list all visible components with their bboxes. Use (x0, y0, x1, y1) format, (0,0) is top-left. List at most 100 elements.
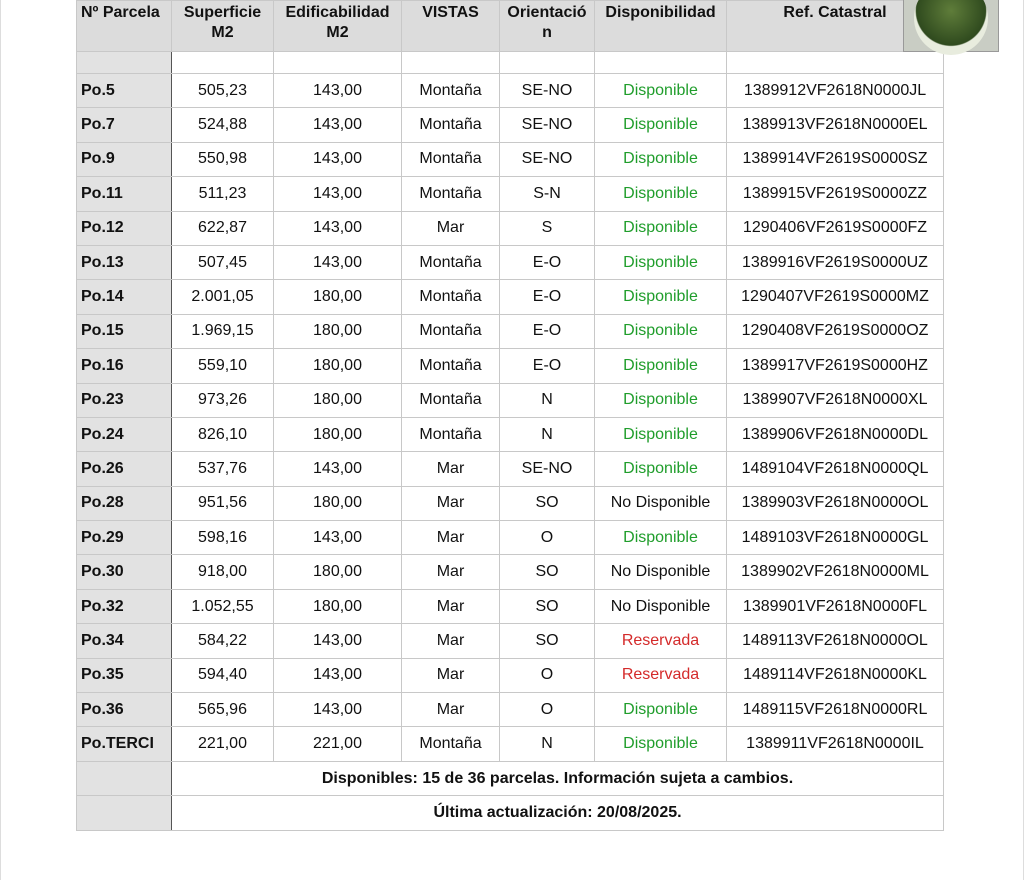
header-row: Nº Parcela Superficie M2 Edificabilidad M2… (76, 0, 944, 52)
parcel-row: Po.29 598,16 143,00 Mar O Disponible 1489103VF… (76, 520, 944, 556)
cell: Po.34 (76, 623, 172, 659)
cell: Montaña (401, 176, 500, 212)
cell: 537,76 (171, 451, 274, 487)
parcel-row: Po.28 951,56 180,00 Mar SO No Disponible 13899… (76, 485, 944, 522)
cell: 2.001,05 (171, 279, 274, 315)
status-cell: Disponible (594, 176, 727, 212)
cell: 1389903VF2618N0000OL (726, 485, 944, 522)
cell: Montaña (401, 244, 500, 281)
parcel-row: Po.13 507,45 143,00 Montaña E-O Disponible 138… (76, 244, 944, 281)
parcel-row: Po.26 537,76 143,00 Mar SE-NO Disponible 14891… (76, 451, 944, 487)
empty-cell (499, 51, 595, 74)
cell: 565,96 (171, 692, 274, 728)
status-cell: Disponible (594, 382, 727, 418)
cell: 951,56 (171, 485, 274, 522)
cell: 622,87 (171, 210, 274, 246)
cell: 180,00 (273, 485, 402, 522)
cell: Mar (401, 554, 500, 590)
empty-cell (76, 760, 172, 797)
status-cell: No Disponible (594, 588, 727, 625)
header-cell: Disponibilidad (594, 0, 727, 52)
cell: 1290406VF2619S0000FZ (726, 210, 944, 246)
empty-cell (76, 51, 172, 74)
status-cell: Reservada (594, 623, 727, 659)
cell: Po.36 (76, 692, 172, 728)
cell: 1.052,55 (171, 588, 274, 625)
status-cell: Disponible (594, 279, 727, 315)
cell: 1389914VF2619S0000SZ (726, 141, 944, 178)
header-cell: VISTAS (401, 0, 500, 52)
logo (903, 0, 999, 55)
cell: S (499, 210, 595, 246)
cell: Po.35 (76, 657, 172, 694)
cell: N (499, 382, 595, 418)
parcel-row: Po.7 524,88 143,00 Montaña SE-NO Disponible 13… (76, 107, 944, 143)
status-cell: Disponible (594, 313, 727, 350)
parcel-row: Po.16 559,10 180,00 Montaña E-O Disponible 138… (76, 348, 944, 384)
cell: 918,00 (171, 554, 274, 590)
cell: 594,40 (171, 657, 274, 694)
header-cell: Superficie M2 (171, 0, 274, 52)
cell: 143,00 (273, 141, 402, 178)
cell: SE-NO (499, 107, 595, 143)
cell: Montaña (401, 726, 500, 762)
cell: 221,00 (171, 726, 274, 762)
cell: 973,26 (171, 382, 274, 418)
cell: 180,00 (273, 588, 402, 625)
cell: 1389912VF2618N0000JL (726, 72, 944, 109)
status-cell: Disponible (594, 451, 727, 487)
cell: 1389901VF2618N0000FL (726, 588, 944, 625)
cell: 143,00 (273, 244, 402, 281)
cell: O (499, 520, 595, 556)
cell: Po.13 (76, 244, 172, 281)
cell: 180,00 (273, 348, 402, 384)
footer-note: Disponibles: 15 de 36 parcelas. Informac… (171, 760, 944, 797)
cell: Mar (401, 657, 500, 694)
cell: 180,00 (273, 313, 402, 350)
cell: E-O (499, 348, 595, 384)
cell: 143,00 (273, 107, 402, 143)
cell: Po.30 (76, 554, 172, 590)
status-cell: Disponible (594, 141, 727, 178)
empty-cell (76, 795, 172, 831)
status-cell: Disponible (594, 416, 727, 453)
cell: Mar (401, 485, 500, 522)
cell: 180,00 (273, 554, 402, 590)
parcel-row: Po.30 918,00 180,00 Mar SO No Disponible 13899… (76, 554, 944, 590)
cell: 1389915VF2619S0000ZZ (726, 176, 944, 212)
footer-note: Última actualización: 20/08/2025. (171, 795, 944, 831)
cell: Montaña (401, 72, 500, 109)
cell: 143,00 (273, 210, 402, 246)
cell: Montaña (401, 382, 500, 418)
cell: Po.11 (76, 176, 172, 212)
parcel-table: Nº Parcela Superficie M2 Edificabilidad M2… (76, 0, 944, 831)
parcel-row: Po.TERCI 221,00 221,00 Montaña N Disponible 13… (76, 726, 944, 762)
parcel-row: Po.32 1.052,55 180,00 Mar SO No Disponible 138… (76, 588, 944, 625)
cell: SO (499, 485, 595, 522)
cell: SO (499, 588, 595, 625)
cell: Mar (401, 588, 500, 625)
cell: 143,00 (273, 72, 402, 109)
cell: 584,22 (171, 623, 274, 659)
cell: Po.9 (76, 141, 172, 178)
cell: 143,00 (273, 623, 402, 659)
cell: Po.32 (76, 588, 172, 625)
table-body: Po.5 505,23 143,00 Montaña SE-NO Disponible 13… (76, 51, 944, 831)
empty-cell (726, 51, 944, 74)
cell: 1489113VF2618N0000OL (726, 623, 944, 659)
cell: 1489104VF2618N0000QL (726, 451, 944, 487)
cell: 221,00 (273, 726, 402, 762)
spacer-row (76, 51, 944, 74)
cell: O (499, 692, 595, 728)
cell: Mar (401, 692, 500, 728)
cell: Montaña (401, 279, 500, 315)
cell: 1.969,15 (171, 313, 274, 350)
header-cell: Orientación (499, 0, 595, 52)
status-cell: Disponible (594, 520, 727, 556)
cell: Po.12 (76, 210, 172, 246)
cell: Po.26 (76, 451, 172, 487)
cell: 511,23 (171, 176, 274, 212)
empty-cell (273, 51, 402, 74)
cell: Po.16 (76, 348, 172, 384)
